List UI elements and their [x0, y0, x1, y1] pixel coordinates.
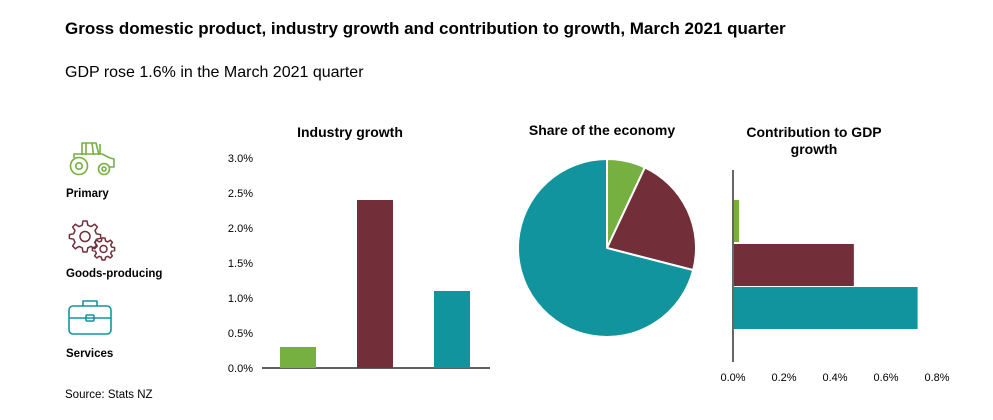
y-tick-label: 2.5% [228, 188, 253, 200]
y-tick-label: 0.5% [228, 328, 253, 340]
y-tick-label: 1.5% [228, 258, 253, 270]
hbar-services [734, 287, 918, 329]
legend-label-goods-producing: Goods-producing [66, 268, 163, 280]
contribution-title: Contribution to GDP growth [746, 124, 882, 157]
y-tick-label: 2.0% [228, 223, 253, 235]
bar-primary [280, 347, 316, 368]
chart-subtitle: GDP rose 1.6% in the March 2021 quarter [65, 64, 364, 81]
industry-growth-title: Industry growth [297, 124, 403, 140]
x-tick-label: 0.2% [771, 372, 796, 384]
y-tick-label: 1.0% [228, 293, 253, 305]
y-tick-label: 3.0% [228, 153, 253, 165]
tractor-icon [69, 142, 115, 176]
x-tick-label: 0.6% [873, 372, 898, 384]
briefcase-icon [68, 300, 112, 335]
pie-slice-services [516, 158, 695, 338]
hbar-goods-producing [734, 244, 854, 286]
share-of-economy-title: Share of the economy [528, 122, 676, 138]
chart-title: Gross domestic product, industry growth … [65, 19, 786, 38]
hbar-primary [734, 200, 740, 242]
pie-slice-goods-producing [606, 166, 697, 272]
y-tick-label: 0.0% [228, 363, 253, 375]
gears-icon [68, 220, 116, 261]
x-tick-label: 0.8% [924, 372, 949, 384]
legend-label-primary: Primary [66, 188, 109, 200]
x-tick-label: 0.0% [720, 372, 745, 384]
bar-goods-producing [357, 200, 393, 368]
source-note: Source: Stats NZ [65, 389, 153, 401]
legend-label-services: Services [66, 348, 114, 360]
x-tick-label: 0.4% [822, 372, 847, 384]
bar-services [434, 291, 470, 368]
